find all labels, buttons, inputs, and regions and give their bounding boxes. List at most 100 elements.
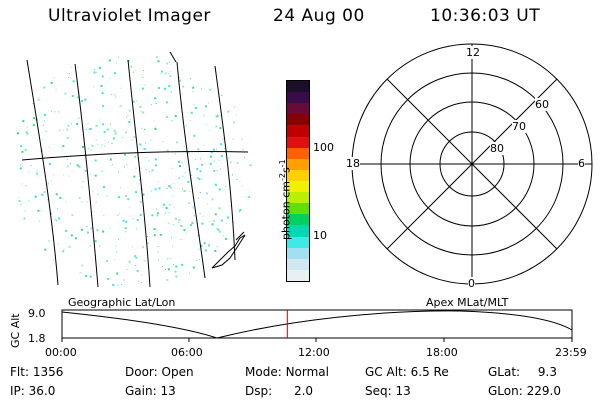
- emission-pixel: [210, 151, 213, 154]
- emission-pixel: [101, 170, 103, 172]
- emission-pixel: [81, 100, 83, 102]
- emission-pixel: [144, 142, 146, 144]
- emission-pixel: [43, 113, 46, 116]
- emission-pixel: [101, 171, 103, 172]
- emission-pixel: [95, 201, 97, 203]
- emission-pixel: [67, 158, 69, 160]
- colorbar-segment: [287, 136, 309, 148]
- emission-pixel: [203, 144, 205, 146]
- emission-pixel: [236, 114, 238, 116]
- emission-pixel: [49, 162, 51, 165]
- emission-pixel: [218, 230, 221, 233]
- emission-pixel: [118, 213, 120, 215]
- colorbar-segment: [287, 192, 309, 204]
- emission-pixel: [94, 240, 97, 243]
- emission-pixel: [109, 77, 111, 79]
- emission-pixel: [206, 192, 208, 195]
- emission-pixel: [174, 153, 176, 155]
- emission-pixel: [154, 97, 156, 100]
- x-tick-0: 00:00: [45, 346, 77, 359]
- emission-pixel: [143, 260, 145, 262]
- emission-pixel: [187, 151, 190, 154]
- emission-pixel: [216, 148, 217, 150]
- emission-pixel: [68, 77, 70, 78]
- emission-pixel: [165, 212, 166, 214]
- emission-pixel: [158, 259, 159, 260]
- emission-pixel: [126, 164, 128, 166]
- emission-pixel: [170, 186, 172, 189]
- emission-pixel: [168, 85, 171, 87]
- emission-pixel: [154, 128, 157, 130]
- emission-pixel: [77, 96, 79, 99]
- emission-pixel: [188, 169, 190, 171]
- emission-pixel: [53, 77, 55, 79]
- emission-pixel: [143, 148, 146, 151]
- emission-pixel: [238, 210, 241, 213]
- emission-pixel: [153, 120, 155, 122]
- emission-pixel: [93, 71, 96, 74]
- emission-pixel: [50, 81, 53, 84]
- emission-pixel: [48, 240, 50, 242]
- emission-pixel: [47, 184, 49, 186]
- emission-pixel: [184, 172, 186, 174]
- emission-pixel: [157, 251, 159, 253]
- emission-pixel: [88, 128, 91, 131]
- emission-pixel: [136, 100, 138, 102]
- emission-pixel: [134, 265, 136, 267]
- emission-pixel: [225, 186, 227, 188]
- emission-pixel: [72, 80, 75, 83]
- emission-pixel: [236, 179, 238, 180]
- emission-pixel: [63, 174, 64, 176]
- emission-pixel: [179, 165, 181, 168]
- emission-pixel: [67, 124, 70, 127]
- emission-pixel: [179, 79, 182, 82]
- emission-pixel: [55, 89, 57, 91]
- emission-pixel: [118, 171, 120, 173]
- emission-pixel: [157, 60, 160, 63]
- emission-pixel: [192, 86, 195, 89]
- emission-pixel: [157, 181, 159, 183]
- emission-pixel: [168, 212, 170, 214]
- emission-pixel: [155, 98, 157, 100]
- emission-pixel: [101, 144, 103, 146]
- emission-pixel: [133, 175, 136, 178]
- emission-pixel: [172, 224, 174, 225]
- emission-pixel: [151, 214, 154, 217]
- emission-pixel: [122, 219, 125, 222]
- emission-pixel: [169, 75, 172, 77]
- emission-pixel: [178, 221, 179, 223]
- emission-pixel: [241, 138, 243, 140]
- emission-pixel: [187, 180, 190, 183]
- emission-pixel: [225, 237, 228, 240]
- emission-pixel: [181, 263, 184, 266]
- emission-pixel: [69, 162, 71, 164]
- emission-pixel: [175, 275, 178, 278]
- emission-pixel: [22, 120, 25, 123]
- emission-pixel: [128, 260, 131, 263]
- emission-pixel: [213, 160, 215, 162]
- timeline-y-top: 9.0: [28, 307, 46, 320]
- emission-pixel: [157, 212, 159, 215]
- emission-pixel: [168, 222, 170, 224]
- emission-pixel: [139, 214, 142, 217]
- emission-pixel: [148, 160, 150, 162]
- colorbar-segment: [287, 92, 309, 104]
- emission-pixel: [142, 193, 145, 196]
- emission-pixel: [151, 169, 154, 172]
- status-gain: Gain: 13: [125, 384, 176, 398]
- emission-pixel: [174, 115, 177, 117]
- emission-pixel: [125, 231, 127, 233]
- emission-pixel: [211, 198, 214, 201]
- emission-pixel: [109, 158, 112, 161]
- colorbar-segment: [287, 169, 309, 181]
- emission-pixel: [144, 128, 145, 130]
- emission-pixel: [109, 227, 111, 229]
- emission-pixel: [135, 228, 137, 230]
- emission-pixel: [101, 146, 103, 148]
- colorbar-tick-10: 10: [313, 229, 327, 242]
- emission-pixel: [89, 245, 91, 247]
- emission-pixel: [57, 217, 60, 220]
- colorbar-segment: [287, 180, 309, 193]
- emission-pixel: [103, 214, 105, 216]
- emission-pixel: [168, 185, 171, 188]
